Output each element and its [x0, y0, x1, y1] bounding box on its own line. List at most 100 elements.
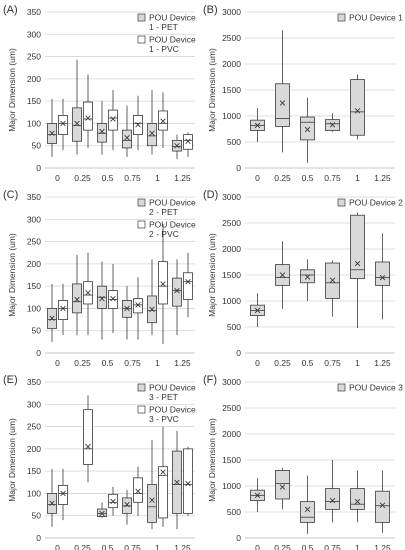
box-body — [83, 101, 93, 131]
box-plot — [58, 98, 68, 151]
box-plot — [83, 252, 93, 336]
box-plot — [250, 108, 265, 142]
panel-label: (F) — [203, 374, 217, 386]
y-tick-label: 350 — [27, 192, 41, 202]
x-tick-label: 0.25 — [274, 543, 291, 550]
mean-marker — [49, 500, 55, 506]
legend-swatch — [337, 198, 346, 207]
box-plot — [183, 132, 193, 157]
box-body — [158, 261, 168, 305]
x-tick-label: 0.5 — [102, 543, 114, 550]
mean-marker — [149, 497, 155, 503]
box-body — [72, 283, 82, 314]
y-tick-label: 2000 — [222, 244, 241, 254]
mean-marker — [135, 302, 141, 308]
box-body — [158, 466, 168, 519]
mean-marker — [124, 501, 130, 508]
box-plot — [122, 286, 132, 340]
mean-marker — [160, 118, 166, 124]
box-plot — [97, 502, 107, 518]
box-plot — [97, 261, 107, 340]
box-body — [58, 115, 68, 135]
x-tick-label: 0.25 — [274, 173, 291, 183]
panel-label: (C) — [3, 189, 18, 201]
mean-marker — [254, 307, 261, 314]
box-plot — [122, 489, 132, 525]
y-tick-label: 3000 — [222, 192, 241, 202]
mean-marker — [60, 305, 66, 312]
mean-marker — [329, 122, 336, 128]
box-plot — [325, 460, 340, 523]
box-plot — [108, 263, 118, 333]
panel-label: (A) — [3, 4, 18, 16]
box-plot — [47, 468, 57, 527]
box-plot — [47, 98, 57, 157]
y-tick-label: 1500 — [222, 455, 241, 465]
y-tick-label: 200 — [27, 444, 41, 454]
x-tick-label: 1 — [155, 173, 160, 183]
x-tick-label: 0.25 — [74, 543, 91, 550]
box-body — [133, 477, 143, 503]
legend-label: POU Device 3 - PET — [149, 383, 196, 403]
box-plot — [158, 223, 168, 345]
box-body — [375, 261, 390, 286]
legend-swatch — [137, 405, 146, 414]
mean-marker — [99, 295, 105, 302]
legend-swatch — [137, 198, 146, 207]
x-tick-label: 0.25 — [274, 358, 291, 368]
legend-swatch — [337, 13, 346, 22]
mean-marker — [160, 281, 166, 287]
x-tick-label: 1.25 — [374, 543, 391, 550]
y-tick-label: 300 — [27, 29, 41, 39]
box-plot — [325, 260, 340, 317]
legend-label: POU Device 1 - PVC — [149, 35, 196, 55]
legend-label: POU Device 2 - PET — [149, 198, 196, 218]
box-plot — [47, 283, 57, 342]
box-plot — [250, 478, 265, 512]
box-plot — [275, 30, 290, 153]
box-plot — [275, 467, 290, 510]
x-tick-label: 0.75 — [324, 543, 341, 550]
y-axis-label: Major Dimension (um) — [207, 48, 217, 132]
box-body — [172, 277, 182, 307]
legend-swatch — [137, 383, 146, 392]
box-plot — [183, 252, 193, 318]
y-tick-label: 100 — [27, 488, 41, 498]
mean-marker — [174, 142, 180, 149]
y-tick-label: 350 — [27, 377, 41, 387]
chart-panel: (B) 0 500 1000 1500 2000 2500 3000 0 0.25 0.5 0.75 1… — [203, 4, 405, 183]
y-tick-label: 200 — [27, 74, 41, 84]
y-tick-label: 0 — [236, 348, 241, 358]
y-tick-label: 2000 — [222, 59, 241, 69]
mean-marker — [135, 488, 141, 494]
chart-panel: (C) 0 50 100 150 200 250 300 350 0 0.25 0.5 0.75 1 1.2… — [3, 189, 196, 368]
box-body — [58, 485, 68, 505]
box-body — [147, 123, 157, 147]
chart-panel: (E) 0 50 100 150 200 250 300 350 0 0.25 0.5 0.75 1 1.2… — [3, 374, 196, 550]
box-plot — [172, 259, 182, 336]
y-tick-label: 1000 — [222, 111, 241, 121]
y-tick-label: 50 — [32, 511, 42, 521]
legend-label: POU Device 3 - Nylon — [349, 383, 405, 393]
mean-marker — [329, 497, 336, 504]
box-body — [275, 83, 290, 127]
x-tick-label: 1.25 — [374, 358, 391, 368]
mean-marker — [304, 274, 311, 280]
box-plot — [250, 293, 265, 327]
legend-label: POU Device 3 - PVC — [149, 405, 196, 425]
mean-marker — [110, 498, 116, 505]
legend-label: POU Device 1 - Nylon — [349, 13, 405, 23]
y-tick-label: 250 — [27, 422, 41, 432]
box-plot — [147, 90, 157, 155]
box-body — [72, 107, 82, 142]
box-body — [300, 501, 315, 523]
x-tick-label: 1.25 — [174, 543, 191, 550]
mean-marker — [74, 296, 80, 303]
x-tick-label: 1.25 — [174, 173, 191, 183]
y-tick-label: 500 — [227, 137, 241, 147]
mean-marker — [60, 490, 66, 497]
mean-marker — [304, 126, 311, 133]
y-tick-label: 0 — [36, 533, 41, 543]
box-body — [375, 490, 390, 523]
mean-marker — [279, 100, 286, 106]
